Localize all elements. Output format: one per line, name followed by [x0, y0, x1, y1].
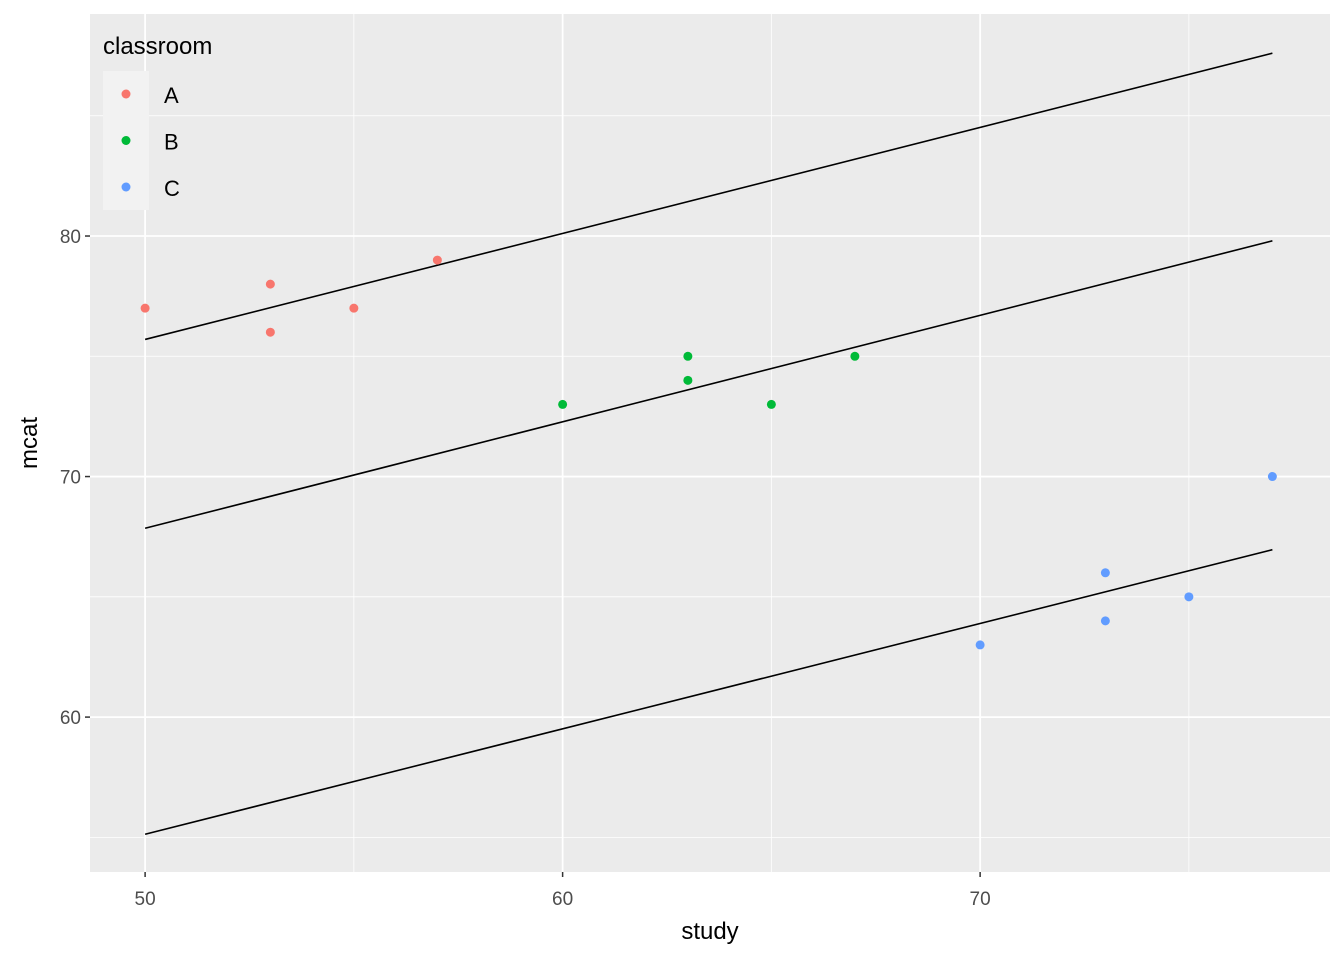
- legend-label-B: B: [164, 130, 179, 155]
- y-tick-label: 80: [60, 227, 81, 248]
- legend-key-B: [121, 136, 131, 145]
- legend-key-A: [121, 89, 131, 99]
- y-tick-label: 70: [60, 468, 81, 489]
- legend-title: classroom: [103, 33, 212, 60]
- legend: classroom ABC: [103, 33, 212, 210]
- point-A: [265, 279, 275, 289]
- axis-ticks: 50 60 70 60 70 80: [60, 227, 991, 910]
- legend-label-A: A: [164, 83, 179, 108]
- x-tick-label: 50: [135, 889, 156, 910]
- y-axis-label: mcat: [16, 417, 43, 469]
- point-C: [1100, 568, 1110, 578]
- point-A: [140, 303, 150, 313]
- x-tick-label: 60: [552, 889, 573, 910]
- fit-lines: [144, 52, 1273, 836]
- point-C: [1267, 472, 1277, 482]
- fit-line-B: [144, 240, 1273, 530]
- x-axis-label: study: [681, 918, 738, 945]
- point-B: [683, 375, 693, 385]
- fit-line-A: [144, 52, 1273, 341]
- point-A: [265, 327, 275, 337]
- point-B: [558, 399, 568, 409]
- plot-panel: [90, 14, 1330, 872]
- point-A: [349, 303, 359, 313]
- legend-key-C: [121, 182, 131, 192]
- y-tick-label: 60: [60, 708, 81, 729]
- point-C: [975, 640, 985, 650]
- fit-line-C: [144, 548, 1273, 836]
- point-C: [1184, 592, 1194, 602]
- point-B: [850, 351, 860, 361]
- point-B: [683, 351, 693, 361]
- x-tick-label: 70: [970, 889, 991, 910]
- point-A: [432, 255, 442, 265]
- point-C: [1100, 616, 1110, 626]
- point-B: [766, 399, 776, 409]
- legend-label-C: C: [164, 176, 180, 201]
- data-points: [140, 255, 1277, 650]
- gridlines: [90, 14, 1330, 872]
